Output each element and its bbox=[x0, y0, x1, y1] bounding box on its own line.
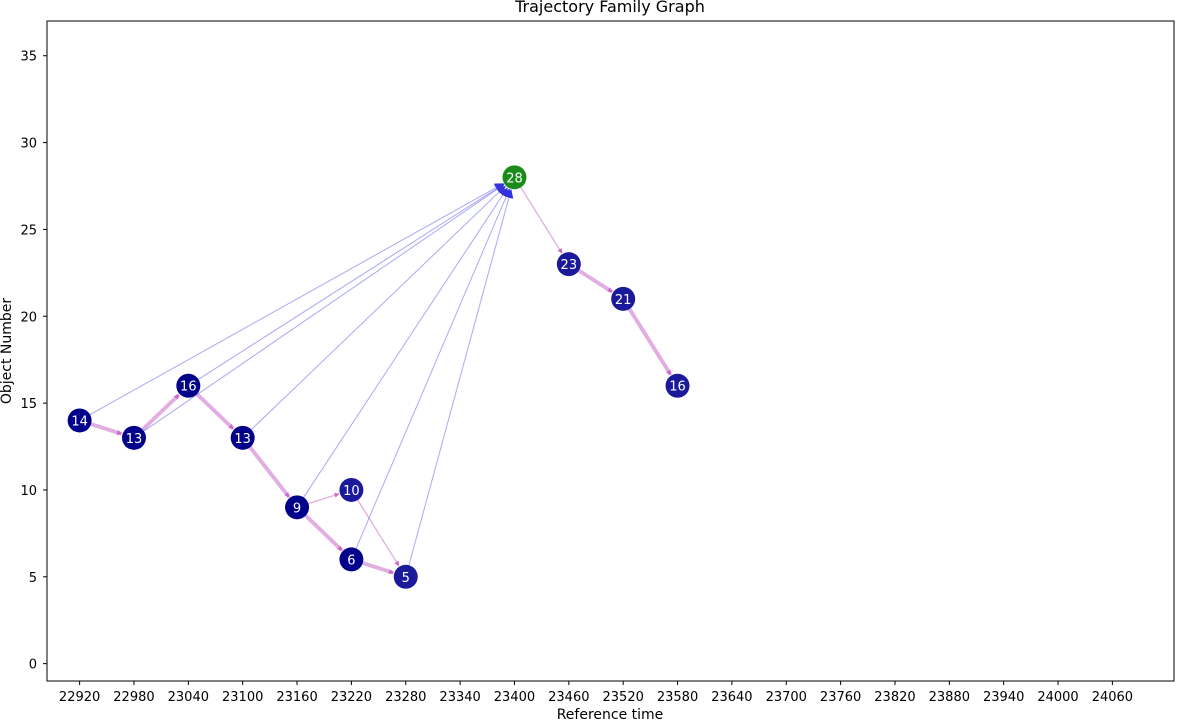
x-tick-label: 23280 bbox=[385, 690, 426, 705]
x-tick-label: 23520 bbox=[603, 690, 644, 705]
node-circle bbox=[339, 547, 364, 572]
x-tick-label: 23220 bbox=[331, 690, 372, 705]
node-label: 9 bbox=[293, 501, 301, 516]
successor-edge bbox=[627, 308, 673, 376]
x-tick-label: 23700 bbox=[766, 690, 807, 705]
x-tick-label: 23340 bbox=[439, 690, 480, 705]
successor-edge bbox=[308, 492, 340, 505]
successor-edge bbox=[141, 393, 181, 431]
y-tick-label: 15 bbox=[20, 397, 37, 412]
node-marker: 5 bbox=[393, 564, 418, 589]
x-tick-label: 23880 bbox=[929, 690, 970, 705]
x-tick-label: 24000 bbox=[1037, 690, 1078, 705]
x-tick-label: 23040 bbox=[168, 690, 209, 705]
node-marker: 13 bbox=[230, 425, 255, 450]
node-marker: 10 bbox=[339, 477, 364, 502]
x-tick-label: 22980 bbox=[113, 690, 154, 705]
x-tick-label: 23760 bbox=[820, 690, 861, 705]
node-marker: 23 bbox=[556, 252, 581, 277]
link-edge bbox=[408, 188, 514, 566]
node-label: 16 bbox=[669, 380, 686, 395]
node-marker: 16 bbox=[176, 373, 201, 398]
successor-edge bbox=[90, 422, 123, 436]
y-axis-title: Object Number bbox=[0, 298, 15, 405]
node-circle bbox=[556, 252, 581, 277]
link-edge bbox=[89, 183, 504, 416]
node-marker: 21 bbox=[611, 286, 636, 311]
y-tick-label: 25 bbox=[20, 223, 37, 238]
node-label: 23 bbox=[561, 258, 578, 273]
node-circle bbox=[339, 477, 364, 502]
node-marker: 13 bbox=[121, 425, 146, 450]
node-marker: 14 bbox=[67, 408, 92, 433]
x-tick-label: 23100 bbox=[222, 690, 263, 705]
link-edge bbox=[198, 183, 505, 380]
node-marker: 6 bbox=[339, 547, 364, 572]
node-circle bbox=[285, 495, 310, 520]
node-label: 6 bbox=[347, 553, 355, 568]
node-circle bbox=[502, 165, 527, 190]
link-edge bbox=[251, 185, 506, 430]
link-edge bbox=[303, 187, 508, 498]
x-tick-label: 23640 bbox=[711, 690, 752, 705]
link-edge bbox=[143, 184, 505, 432]
y-tick-label: 20 bbox=[20, 310, 37, 325]
x-tick-label: 24060 bbox=[1092, 690, 1133, 705]
node-circle bbox=[176, 373, 201, 398]
successor-edge bbox=[520, 187, 563, 254]
x-axis: 22920 22980 23040 23100 23160 23220 23280 23340… bbox=[59, 681, 1133, 705]
x-tick-label: 22920 bbox=[59, 690, 100, 705]
y-tick-label: 35 bbox=[20, 50, 37, 65]
node-label: 14 bbox=[71, 414, 88, 429]
node-marker: 28 bbox=[502, 165, 527, 190]
y-tick-label: 30 bbox=[20, 137, 37, 152]
x-tick-label: 23460 bbox=[548, 690, 589, 705]
node-label: 28 bbox=[506, 171, 523, 186]
y-tick-label: 10 bbox=[20, 484, 37, 499]
node-marker: 9 bbox=[285, 495, 310, 520]
node-label: 13 bbox=[126, 432, 143, 447]
node-circle bbox=[67, 408, 92, 433]
node-layer: 14 13 16 13 9 10 6 5 28 23 21 16 bbox=[67, 165, 690, 589]
successor-edge bbox=[304, 514, 344, 552]
node-label: 5 bbox=[402, 571, 410, 586]
node-circle bbox=[121, 425, 146, 450]
node-circle bbox=[230, 425, 255, 450]
node-circle bbox=[611, 286, 636, 311]
y-tick-label: 5 bbox=[29, 571, 37, 586]
x-tick-label: 23580 bbox=[657, 690, 698, 705]
y-axis: 0 5 10 15 20 25 30 35 bbox=[20, 50, 47, 673]
x-axis-title: Reference time bbox=[557, 707, 664, 720]
edge-layer bbox=[89, 183, 673, 575]
x-tick-label: 23400 bbox=[494, 690, 535, 705]
node-marker: 16 bbox=[665, 373, 690, 398]
node-label: 10 bbox=[343, 484, 360, 499]
node-circle bbox=[393, 564, 418, 589]
successor-edge bbox=[362, 561, 394, 575]
successor-edge bbox=[195, 392, 235, 431]
plot-area-frame bbox=[46, 20, 1175, 682]
link-edge bbox=[355, 188, 511, 549]
node-label: 13 bbox=[234, 432, 251, 447]
node-circle bbox=[665, 373, 690, 398]
y-tick-label: 0 bbox=[29, 658, 37, 673]
node-label: 16 bbox=[180, 380, 197, 395]
x-tick-label: 23160 bbox=[276, 690, 317, 705]
x-tick-label: 23820 bbox=[874, 690, 915, 705]
chart-title: Trajectory Family Graph bbox=[514, 0, 705, 16]
successor-edge bbox=[248, 446, 291, 499]
x-tick-label: 23940 bbox=[983, 690, 1024, 705]
node-label: 21 bbox=[615, 293, 632, 308]
successor-edge bbox=[357, 499, 400, 567]
successor-edge bbox=[577, 268, 614, 294]
